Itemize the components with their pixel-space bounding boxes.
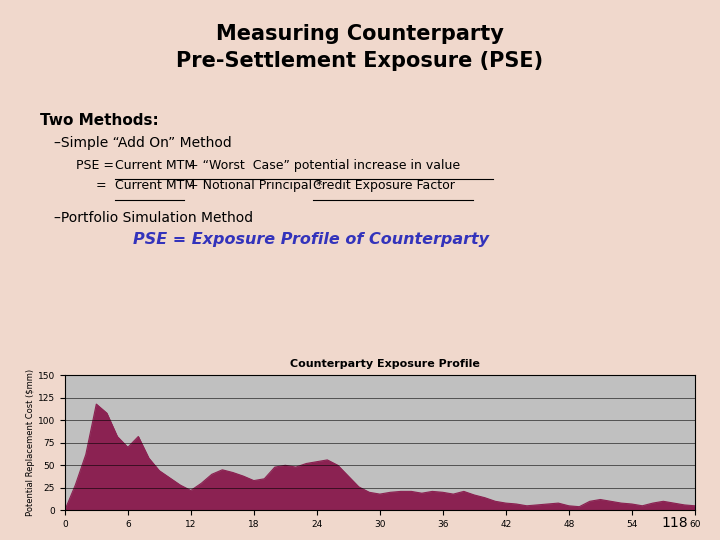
Text: –Simple “Add On” Method: –Simple “Add On” Method xyxy=(54,136,232,150)
Text: Current MTM: Current MTM xyxy=(115,159,195,172)
Text: Measuring Counterparty: Measuring Counterparty xyxy=(216,24,504,44)
Text: Credit Exposure Factor: Credit Exposure Factor xyxy=(313,179,455,192)
Text: Counterparty Exposure Profile: Counterparty Exposure Profile xyxy=(290,359,480,369)
Text: + “Worst  Case” potential increase in value: + “Worst Case” potential increase in val… xyxy=(184,159,460,172)
Text: Current MTM: Current MTM xyxy=(115,179,195,192)
Text: PSE =: PSE = xyxy=(76,159,117,172)
Text: Two Methods:: Two Methods: xyxy=(40,113,158,129)
Y-axis label: Potential Replacement Cost ($mm): Potential Replacement Cost ($mm) xyxy=(26,369,35,516)
Text: –Portfolio Simulation Method: –Portfolio Simulation Method xyxy=(54,211,253,225)
Text: PSE = Exposure Profile of Counterparty: PSE = Exposure Profile of Counterparty xyxy=(133,232,489,247)
Text: Pre-Settlement Exposure (PSE): Pre-Settlement Exposure (PSE) xyxy=(176,51,544,71)
Text: 118: 118 xyxy=(661,516,688,530)
Text: + Notional Principal *: + Notional Principal * xyxy=(184,179,326,192)
Text: =: = xyxy=(76,179,110,192)
